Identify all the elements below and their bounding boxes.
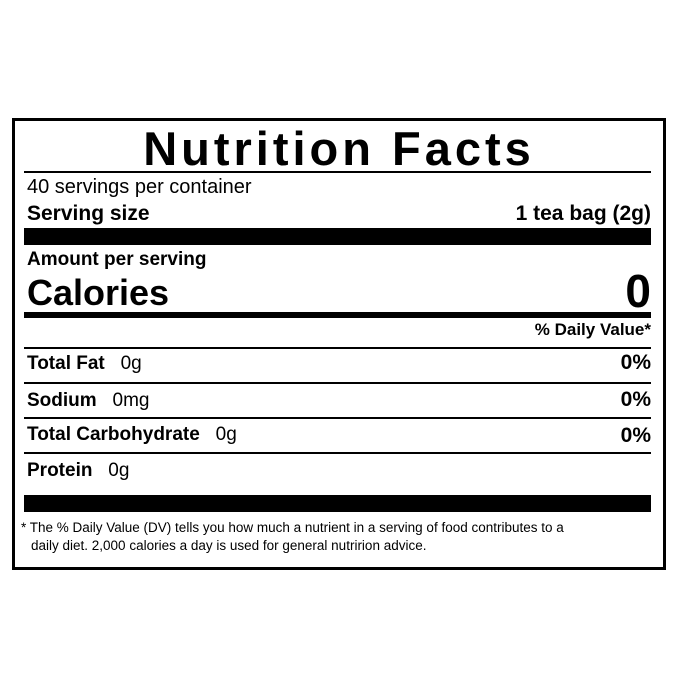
serving-size-value: 1 tea bag (2g) (515, 202, 651, 225)
nutrient-row-sodium: Sodium 0mg (27, 390, 149, 412)
nutrient-row-total-fat: Total Fat 0g (27, 353, 142, 375)
nutrient-amount: 0g (108, 460, 130, 481)
nutrient-name: Sodium (27, 390, 97, 411)
nutrient-row-total-carbohydrate: Total Carbohydrate 0g (27, 424, 237, 446)
thick-divider (24, 228, 651, 245)
nutrient-name: Protein (27, 460, 93, 481)
nutrient-name: Total Fat (27, 353, 105, 374)
daily-value-header: % Daily Value* (534, 320, 651, 339)
footnote-line-2: daily diet. 2,000 calories a day is used… (31, 538, 427, 553)
servings-per-container: 40 servings per container (27, 176, 252, 198)
nutrient-name: Total Carbohydrate (27, 424, 200, 445)
nutrient-amount: 0g (120, 353, 142, 374)
nutrient-amount: 0g (215, 424, 237, 445)
medium-divider (24, 312, 651, 318)
footnote-line-1: * The % Daily Value (DV) tells you how m… (21, 520, 564, 535)
label-title: Nutrition Facts (143, 122, 535, 175)
divider (24, 452, 651, 454)
divider (24, 382, 651, 384)
serving-size-label: Serving size (27, 202, 150, 225)
divider (24, 417, 651, 419)
amount-per-serving: Amount per serving (27, 249, 207, 270)
divider (24, 171, 651, 173)
nutrient-row-protein: Protein 0g (27, 460, 129, 482)
thick-divider (24, 495, 651, 512)
nutrient-amount: 0mg (112, 390, 150, 411)
calories-label: Calories (27, 272, 170, 313)
nutrient-dv: 0% (620, 424, 651, 447)
divider (24, 347, 651, 349)
nutrition-facts-label: Nutrition Facts 40 servings per containe… (12, 118, 666, 570)
nutrient-dv: 0% (620, 351, 651, 374)
nutrient-dv: 0% (620, 388, 651, 411)
calories-value: 0 (625, 265, 651, 317)
